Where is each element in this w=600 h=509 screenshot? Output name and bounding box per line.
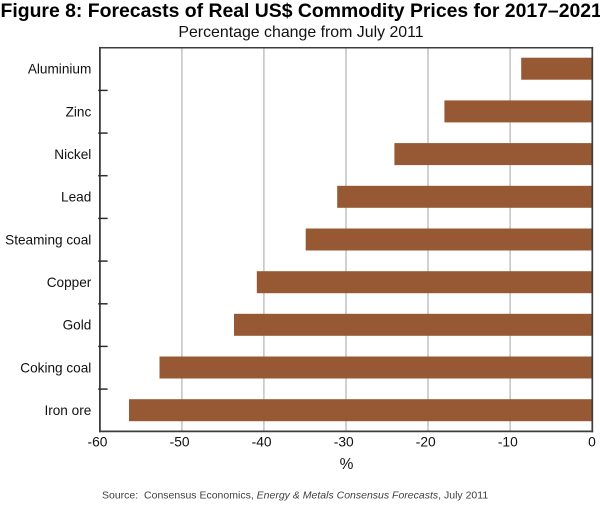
svg-text:-20: -20: [416, 435, 436, 450]
svg-text:Source: Consensus Economics,: Source: Consensus Economics, Energy & Me…: [102, 490, 488, 502]
svg-text:Copper: Copper: [47, 275, 92, 290]
svg-text:Figure 8: Forecasts of Real US: Figure 8: Forecasts of Real US$ Commodit…: [1, 0, 600, 22]
svg-text:-10: -10: [498, 435, 518, 450]
svg-text:Gold: Gold: [63, 318, 92, 333]
svg-text:Steaming coal: Steaming coal: [5, 232, 91, 247]
svg-text:Lead: Lead: [61, 190, 91, 205]
svg-text:Coking coal: Coking coal: [20, 360, 91, 375]
svg-text:%: %: [340, 456, 354, 473]
svg-text:0: 0: [588, 435, 596, 450]
svg-text:-40: -40: [252, 435, 272, 450]
svg-text:-30: -30: [334, 435, 354, 450]
svg-text:-60: -60: [88, 435, 108, 450]
svg-text:Nickel: Nickel: [54, 147, 91, 162]
svg-text:Iron ore: Iron ore: [44, 403, 91, 418]
svg-text:Percentage change from July 20: Percentage change from July 2011: [178, 24, 423, 41]
svg-text:-50: -50: [170, 435, 190, 450]
svg-text:Aluminium: Aluminium: [28, 62, 91, 77]
svg-text:Zinc: Zinc: [66, 104, 92, 119]
